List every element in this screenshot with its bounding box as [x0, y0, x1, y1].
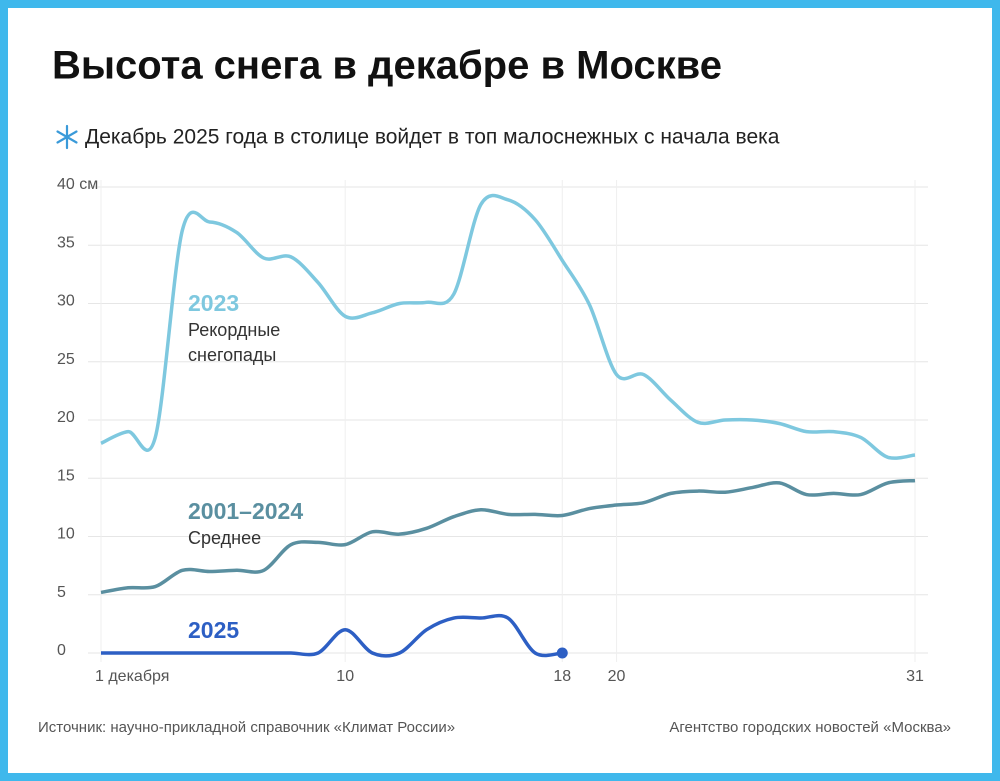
y-tick-label: 10 — [57, 526, 75, 543]
credit: Агентство городских новостей «Москва» — [669, 719, 951, 736]
snowflake-icon — [56, 124, 78, 150]
chart-subtitle: Декабрь 2025 года в столице войдет в топ… — [85, 126, 780, 149]
series-description: Рекордные — [188, 320, 280, 340]
x-tick-label: 31 — [906, 668, 924, 685]
y-tick-label: 15 — [57, 467, 75, 484]
series-description: Среднее — [188, 528, 261, 548]
x-tick-label: 20 — [608, 668, 626, 685]
y-tick-label: 30 — [57, 293, 75, 310]
x-tick-label: 18 — [553, 668, 571, 685]
series-label: 2025 — [188, 617, 239, 643]
series-line — [100, 478, 916, 595]
series-label: 2001–2024 — [188, 498, 303, 524]
source: Источник: научно-прикладной справочник «… — [38, 719, 455, 736]
y-tick-label: 0 — [57, 642, 66, 659]
y-tick-label: 35 — [57, 234, 75, 251]
x-tick-label: 1 декабря — [95, 668, 169, 685]
y-tick-label: 25 — [57, 351, 75, 368]
series-description: снегопады — [188, 345, 276, 365]
x-tick-label: 10 — [336, 668, 354, 685]
y-tick-label: 40 см — [57, 176, 98, 193]
end-dot — [556, 647, 568, 659]
chart-title: Высота снега в декабре в Москве — [52, 44, 722, 88]
series-label: 2023 — [188, 290, 239, 316]
series-line — [100, 193, 916, 460]
series-line — [101, 613, 563, 658]
y-tick-label: 20 — [57, 409, 75, 426]
y-tick-label: 5 — [57, 584, 66, 601]
